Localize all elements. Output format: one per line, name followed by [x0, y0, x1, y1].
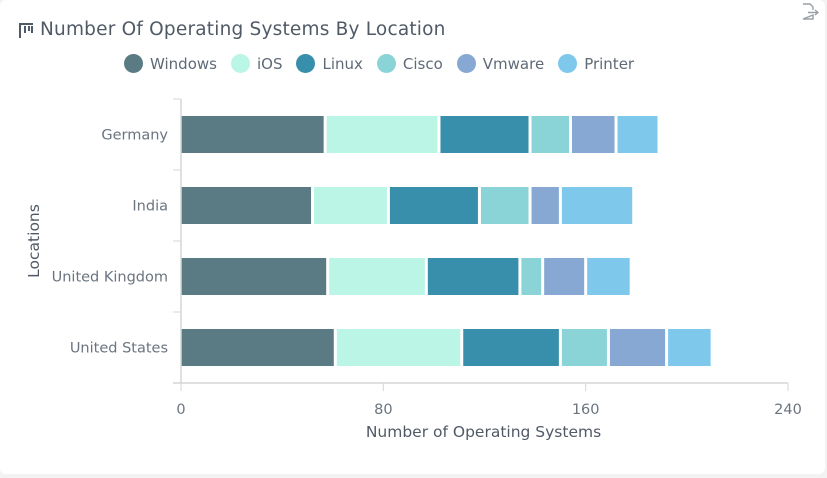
legend-item-vmware[interactable]: Vmware: [456, 54, 545, 73]
x-axis-title: Number of Operating Systems: [366, 423, 601, 441]
legend-swatch: [456, 54, 476, 73]
bar-india-ios[interactable]: [314, 187, 387, 224]
bar-united-kingdom-ios[interactable]: [329, 258, 425, 295]
bar-chart-icon: [18, 22, 34, 38]
y-axis-title: Locations: [25, 204, 43, 278]
legend-label: Vmware: [482, 54, 545, 73]
bar-india-windows[interactable]: [181, 187, 312, 224]
x-tick-label: 240: [774, 402, 802, 418]
legend-label: Printer: [584, 54, 635, 73]
chart-title: Number Of Operating Systems By Location: [18, 19, 446, 40]
legend-label: iOS: [256, 54, 283, 73]
bar-united-kingdom-printer[interactable]: [587, 258, 630, 295]
export-icon[interactable]: [800, 2, 820, 22]
bar-india-linux[interactable]: [389, 187, 478, 224]
y-tick-label: United Kingdom: [52, 270, 168, 286]
x-tick-label: 0: [176, 402, 185, 418]
x-tick-label: 160: [572, 402, 600, 418]
x-tick-label: 80: [374, 402, 392, 418]
legend-swatch: [376, 54, 396, 73]
legend-item-windows[interactable]: Windows: [124, 54, 217, 73]
bar-india-vmware[interactable]: [531, 187, 559, 224]
chart-legend: Windows iOS Linux Cisco Vmware Printer: [124, 54, 634, 73]
bar-india-printer[interactable]: [561, 187, 633, 224]
bar-united-kingdom-windows[interactable]: [181, 258, 327, 295]
y-tick-label: Germany: [101, 128, 168, 144]
legend-swatch: [296, 54, 316, 73]
bar-india-cisco[interactable]: [480, 187, 529, 224]
legend-label: Windows: [150, 54, 217, 73]
legend-label: Cisco: [402, 54, 443, 73]
bar-united-states-linux[interactable]: [463, 329, 559, 366]
y-tick-label: United States: [70, 341, 168, 357]
bar-united-states-printer[interactable]: [668, 329, 711, 366]
bar-germany-linux[interactable]: [440, 116, 529, 153]
bar-united-states-cisco[interactable]: [561, 329, 607, 366]
bar-united-states-vmware[interactable]: [609, 329, 666, 366]
bar-united-states-ios[interactable]: [336, 329, 461, 366]
y-tick-label: India: [132, 199, 168, 215]
bar-germany-vmware[interactable]: [571, 116, 615, 153]
legend-item-linux[interactable]: Linux: [296, 54, 363, 73]
legend-swatch: [558, 54, 578, 73]
legend-swatch: [124, 54, 143, 73]
bar-united-kingdom-cisco[interactable]: [521, 258, 542, 295]
bar-united-kingdom-linux[interactable]: [427, 258, 519, 295]
bar-germany-ios[interactable]: [326, 116, 438, 153]
chart-title-text: Number Of Operating Systems By Location: [40, 19, 446, 40]
bar-germany-printer[interactable]: [617, 116, 658, 153]
bar-germany-windows[interactable]: [181, 116, 324, 153]
legend-item-printer[interactable]: Printer: [558, 54, 634, 73]
legend-swatch: [230, 54, 250, 73]
bar-united-kingdom-vmware[interactable]: [544, 258, 585, 295]
bar-germany-cisco[interactable]: [531, 116, 569, 153]
legend-label: Linux: [322, 54, 363, 73]
legend-item-ios[interactable]: iOS: [230, 54, 283, 73]
bar-united-states-windows[interactable]: [181, 329, 334, 366]
legend-item-cisco[interactable]: Cisco: [376, 54, 443, 73]
